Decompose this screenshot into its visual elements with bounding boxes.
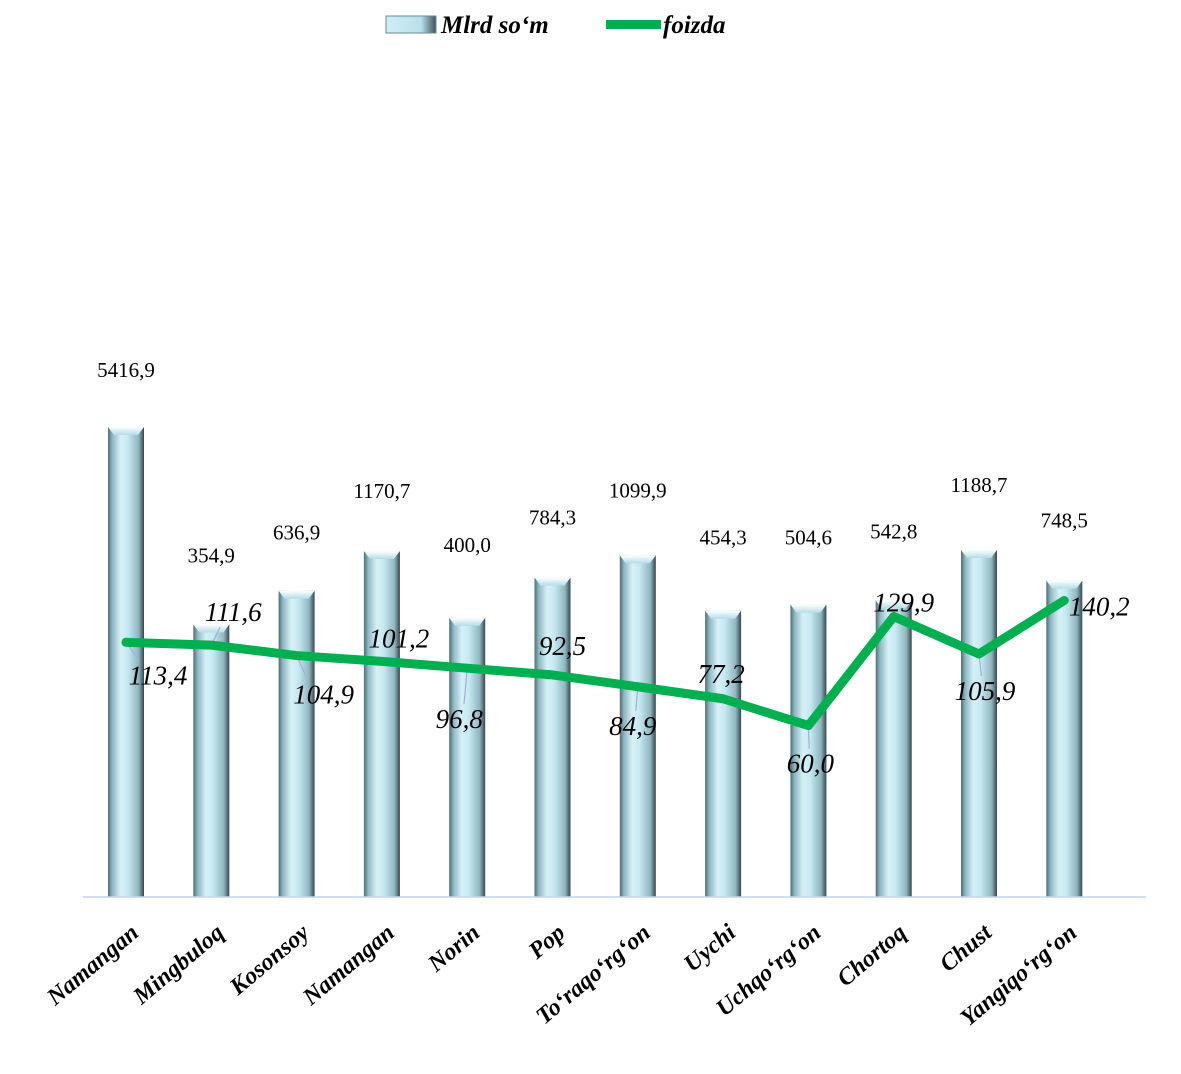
category-label: Chortoq xyxy=(833,920,912,992)
bar-cap xyxy=(875,600,912,609)
bar-cap xyxy=(278,590,315,599)
bar-cap xyxy=(1046,580,1083,589)
line-value-label: 60,0 xyxy=(787,749,835,779)
bar-body xyxy=(875,600,912,897)
bar-value-label: 1099,9 xyxy=(609,478,667,502)
bar-cap xyxy=(449,617,486,626)
bar xyxy=(961,549,997,897)
legend: Mlrd so‘m foizda xyxy=(385,12,726,39)
line-value-label: 101,2 xyxy=(369,623,430,653)
bar-value-label: 542,8 xyxy=(870,519,917,543)
bar-cap xyxy=(961,549,997,558)
legend-label-line: foizda xyxy=(663,12,726,39)
bar-cap xyxy=(534,577,571,586)
line-value-label: 104,9 xyxy=(293,680,354,710)
category-label: Mingbuloq xyxy=(128,920,229,1011)
category-label: Namangan xyxy=(42,920,144,1012)
category-label: Pop xyxy=(523,920,570,965)
bar-body xyxy=(705,610,742,897)
bar-body xyxy=(363,551,400,897)
bar-body xyxy=(449,617,486,897)
bar-value-label: 5416,9 xyxy=(97,358,155,382)
bar xyxy=(534,577,571,897)
legend-item-bars: Mlrd so‘m xyxy=(385,12,549,39)
legend-item-line: foizda xyxy=(606,12,726,39)
legend-swatch-line xyxy=(606,20,661,29)
line-value-label: 77,2 xyxy=(697,659,744,689)
line-value-labels: 113,4 111,6 104,9 101,2 96,8 92,5 84,9 77,2 60,0… xyxy=(129,588,1130,779)
line-value-label: 105,9 xyxy=(955,676,1016,706)
category-label: Namangan xyxy=(297,920,399,1012)
line-value-label: 113,4 xyxy=(129,660,188,690)
bar xyxy=(1046,580,1083,897)
bar-value-label: 354,9 xyxy=(188,543,235,567)
category-label: Uychi xyxy=(679,919,741,977)
bar-body xyxy=(1046,580,1083,897)
bar-body xyxy=(790,604,827,897)
bar-cap xyxy=(108,427,144,435)
line-value-label: 96,8 xyxy=(436,704,484,734)
bar-cap xyxy=(705,610,742,619)
bar xyxy=(790,604,827,897)
category-label: Chust xyxy=(935,919,998,978)
bar-body xyxy=(193,624,230,897)
bar xyxy=(278,590,315,897)
bar xyxy=(363,551,400,897)
line-value-label: 84,9 xyxy=(609,711,657,741)
bar-value-label: 636,9 xyxy=(273,521,320,545)
bar-series xyxy=(108,427,1083,897)
line-value-label: 111,6 xyxy=(205,597,262,627)
leader-line xyxy=(463,668,468,705)
bar-body xyxy=(619,555,656,897)
bar-body xyxy=(534,577,571,897)
bar-value-label: 454,3 xyxy=(699,526,746,550)
bar xyxy=(619,555,656,897)
bar-cap xyxy=(363,551,400,560)
bar-value-label: 1170,7 xyxy=(353,479,410,503)
bar xyxy=(875,600,912,897)
category-label: Norin xyxy=(423,920,485,978)
bar-body xyxy=(278,590,315,897)
bar-cap xyxy=(790,604,827,613)
bar xyxy=(193,624,230,897)
bar-body xyxy=(108,427,144,897)
bar xyxy=(108,427,144,897)
bar-value-label: 748,5 xyxy=(1041,509,1088,533)
bar-cap xyxy=(619,555,656,564)
bar-value-label: 400,0 xyxy=(444,533,491,557)
line-value-label: 92,5 xyxy=(539,631,586,661)
legend-swatch-bars xyxy=(385,15,437,34)
line-value-label: 129,9 xyxy=(873,588,934,618)
line-path xyxy=(121,595,1069,731)
bar-value-label: 504,6 xyxy=(785,526,832,550)
bar-cap xyxy=(193,624,230,633)
bar-value-label: 1188,7 xyxy=(951,473,1008,497)
bar-value-label: 784,3 xyxy=(529,506,576,530)
line-value-label: 140,2 xyxy=(1069,591,1130,621)
line-series xyxy=(121,595,1069,731)
bar xyxy=(705,610,742,897)
bar-value-labels: 5416,9 354,9 636,9 1170,7 400,0 784,3 1099,9 45… xyxy=(97,358,1088,567)
bar-body xyxy=(961,549,997,897)
bar xyxy=(449,617,486,897)
legend-label-bars: Mlrd so‘m xyxy=(440,12,549,39)
